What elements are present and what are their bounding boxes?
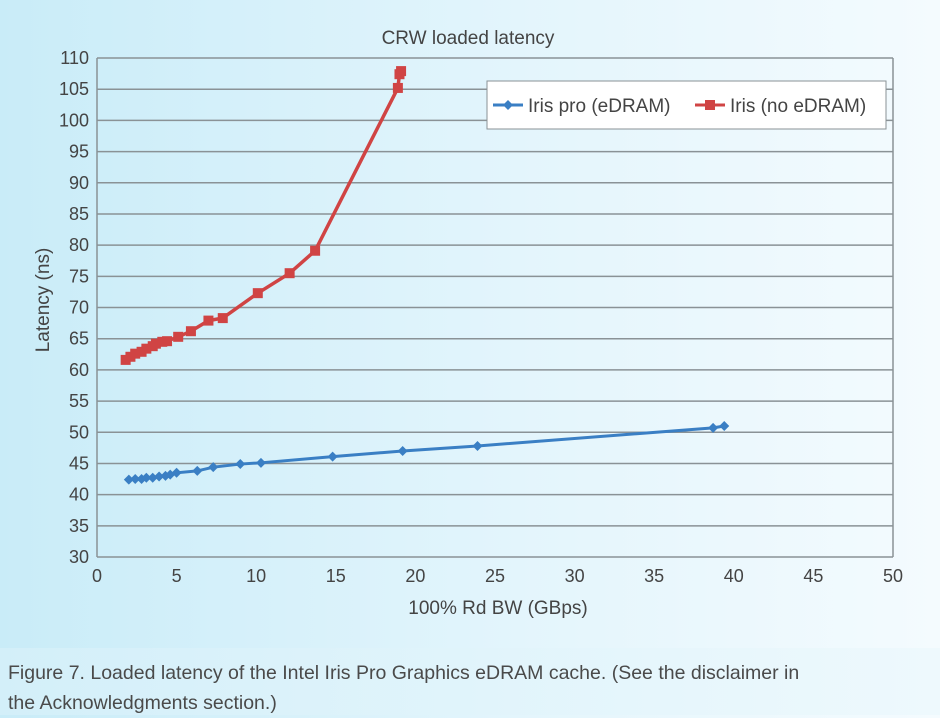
data-point-diamond [472, 440, 483, 451]
y-axis-label: Latency (ns) [33, 248, 54, 353]
series-line-0 [128, 424, 725, 482]
data-point-square [252, 288, 263, 299]
chart-title: CRW loaded latency [382, 28, 555, 49]
y-tick-label: 75 [69, 266, 89, 286]
data-point-square [162, 336, 173, 347]
caption-line-1: Figure 7. Loaded latency of the Intel Ir… [8, 662, 800, 684]
x-tick-label: 10 [246, 566, 266, 586]
figure-caption: Figure 7. Loaded latency of the Intel Ir… [0, 648, 940, 715]
y-tick-label: 95 [69, 142, 89, 162]
data-point-diamond [130, 474, 141, 485]
x-tick-label: 20 [405, 566, 425, 586]
x-tick-label: 5 [172, 566, 182, 586]
y-tick-label: 105 [59, 79, 89, 99]
x-tick-label: 25 [485, 566, 505, 586]
y-tick-label: 30 [69, 547, 89, 567]
data-point-square [130, 348, 141, 359]
x-tick-label: 45 [803, 566, 823, 586]
y-tick-label: 90 [69, 173, 89, 193]
data-point-square [185, 326, 196, 337]
legend-label-1: Iris (no eDRAM) [730, 96, 866, 117]
data-point-square [392, 82, 403, 93]
data-point-diamond [141, 472, 152, 483]
y-tick-label: 80 [69, 235, 89, 255]
data-point-diamond [235, 459, 246, 470]
x-tick-label: 35 [644, 566, 664, 586]
data-point-square [396, 66, 407, 77]
data-point-diamond [192, 465, 203, 476]
legend-box [486, 80, 887, 130]
data-point-square [217, 313, 228, 324]
data-point-diamond [503, 100, 513, 110]
data-point-square [141, 343, 152, 354]
data-point-diamond [327, 451, 338, 462]
y-tick-label: 55 [69, 391, 89, 411]
data-point-diamond [147, 472, 158, 483]
data-point-square [150, 338, 161, 349]
x-tick-label: 15 [326, 566, 346, 586]
data-point-diamond [154, 471, 165, 482]
data-point-square [705, 100, 715, 110]
caption-line-2: the Acknowledgments section.) [8, 692, 277, 714]
x-axis-label: 100% Rd BW (GBps) [408, 598, 588, 619]
data-point-diamond [123, 474, 134, 485]
y-tick-label: 60 [69, 360, 89, 380]
y-tick-label: 45 [69, 453, 89, 473]
data-point-diamond [719, 421, 730, 432]
y-tick-label: 70 [69, 298, 89, 318]
data-point-diamond [397, 445, 408, 456]
series-line-1 [124, 70, 403, 362]
data-point-square [173, 331, 184, 342]
y-tick-label: 35 [69, 516, 89, 536]
y-tick-label: 50 [69, 422, 89, 442]
y-tick-label: 100 [59, 110, 89, 130]
y-tick-label: 85 [69, 204, 89, 224]
data-point-square [310, 245, 321, 256]
data-point-square [203, 315, 214, 326]
data-point-diamond [171, 467, 182, 478]
y-tick-label: 40 [69, 485, 89, 505]
data-point-diamond [708, 422, 719, 433]
x-tick-label: 40 [724, 566, 744, 586]
data-point-diamond [208, 462, 219, 473]
x-tick-label: 0 [92, 566, 102, 586]
line-chart: 30 35 40 45 50 55 60 65 70 75 80 85 90 95 100 105 110 0 5 1… [33, 28, 903, 619]
x-tick-label: 50 [883, 566, 903, 586]
x-tick-label: 30 [565, 566, 585, 586]
data-point-square [284, 268, 295, 279]
legend-label-0: Iris pro (eDRAM) [528, 96, 671, 117]
y-tick-label: 110 [60, 48, 89, 68]
y-tick-label: 65 [69, 329, 89, 349]
data-point-diamond [255, 457, 266, 468]
